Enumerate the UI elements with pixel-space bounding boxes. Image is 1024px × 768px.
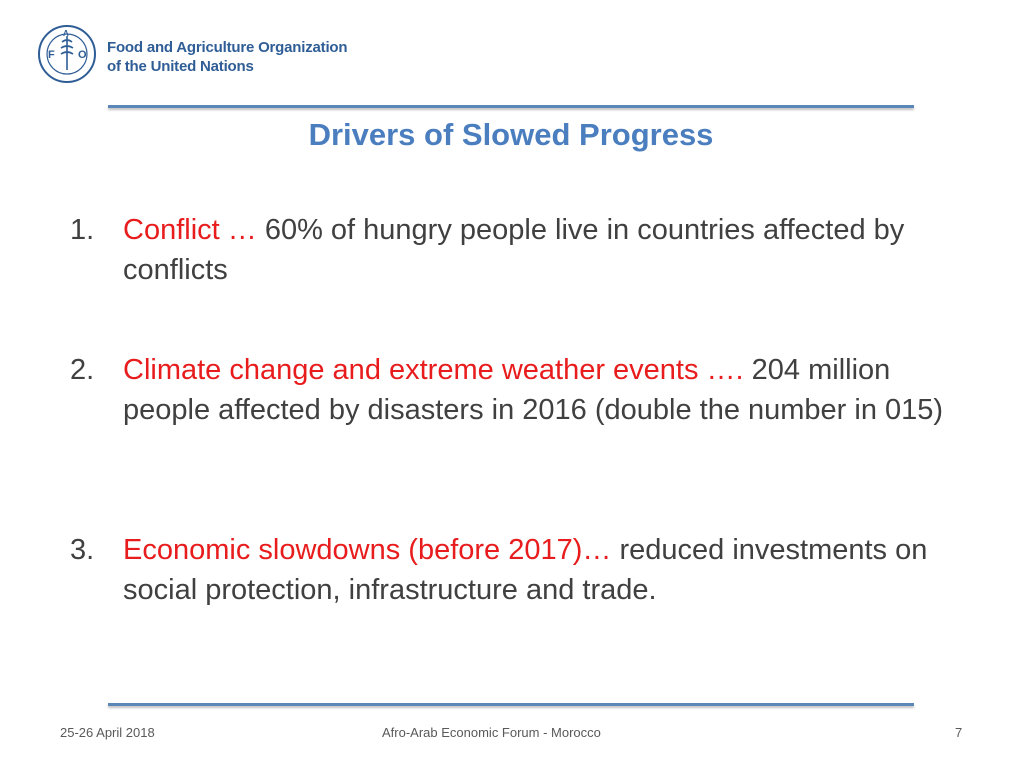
page-number: 7 bbox=[955, 725, 963, 740]
item-text: Climate change and extreme weather event… bbox=[123, 350, 950, 430]
item-text: Conflict … 60% of hungry people live in … bbox=[123, 210, 950, 290]
top-divider bbox=[108, 105, 914, 108]
list-item: 1. Conflict … 60% of hungry people live … bbox=[70, 210, 950, 290]
list-item: 2. Climate change and extreme weather ev… bbox=[70, 350, 950, 430]
logo-line-1: Food and Agriculture Organization bbox=[107, 39, 348, 56]
item-number: 1. bbox=[70, 214, 95, 246]
list-item: 3. Economic slowdowns (before 2017)… red… bbox=[70, 530, 950, 610]
item-number: 3. bbox=[70, 534, 95, 566]
item-lead: Conflict … bbox=[123, 214, 257, 246]
item-detail: 60% of hungry people live in countries a… bbox=[123, 214, 905, 286]
item-detail: reduced investments on social protection… bbox=[123, 534, 928, 606]
slide-title: Drivers of Slowed Progress bbox=[308, 117, 714, 152]
svg-text:O: O bbox=[78, 49, 87, 61]
logo-line-2: of the United Nations bbox=[107, 58, 254, 75]
item-lead: Climate change and extreme weather event… bbox=[123, 354, 744, 386]
item-text: Economic slowdowns (before 2017)… reduce… bbox=[123, 530, 950, 610]
fao-emblem-icon: F O A bbox=[38, 25, 96, 83]
fao-logo: F O A Food and Agriculture Organization … bbox=[37, 24, 377, 84]
footer-date: 25-26 April 2018 bbox=[60, 725, 155, 740]
footer-event: Afro-Arab Economic Forum - Morocco bbox=[382, 725, 601, 740]
fao-wordmark: Food and Agriculture Organization of the… bbox=[107, 38, 348, 76]
item-detail: 204 million people affected by disasters… bbox=[123, 354, 944, 426]
svg-text:F: F bbox=[48, 49, 55, 61]
item-number: 2. bbox=[70, 354, 95, 386]
svg-text:A: A bbox=[63, 29, 69, 38]
bottom-divider bbox=[108, 703, 914, 706]
item-lead: Economic slowdowns (before 2017)… bbox=[123, 534, 612, 566]
